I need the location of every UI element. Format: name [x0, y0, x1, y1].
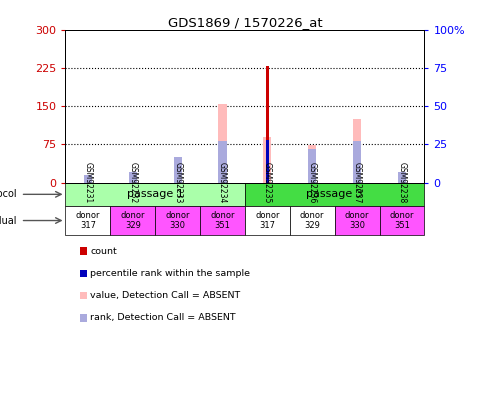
Bar — [65, 183, 244, 206]
Text: passage 1: passage 1 — [126, 189, 183, 199]
Text: GSM92238: GSM92238 — [396, 162, 406, 203]
Bar — [265, 140, 269, 183]
Bar — [334, 206, 378, 235]
Text: donor
351: donor 351 — [210, 211, 234, 230]
Text: value, Detection Call = ABSENT: value, Detection Call = ABSENT — [90, 291, 240, 300]
Text: GSM92233: GSM92233 — [173, 162, 182, 203]
Bar — [84, 175, 92, 183]
Text: GSM92236: GSM92236 — [307, 162, 316, 203]
Text: percentile rank within the sample: percentile rank within the sample — [90, 269, 250, 278]
Bar — [378, 206, 424, 235]
Text: passage 3: passage 3 — [305, 189, 363, 199]
Text: donor
351: donor 351 — [389, 211, 413, 230]
Bar — [244, 183, 424, 206]
Bar — [352, 119, 361, 183]
Text: count: count — [90, 247, 117, 256]
Bar — [265, 66, 269, 183]
Bar — [200, 206, 244, 235]
Text: GSM92234: GSM92234 — [217, 162, 227, 203]
Bar — [110, 206, 155, 235]
Text: growth protocol: growth protocol — [0, 189, 16, 199]
Bar — [218, 141, 226, 183]
Text: donor
330: donor 330 — [344, 211, 369, 230]
Title: GDS1869 / 1570226_at: GDS1869 / 1570226_at — [167, 16, 321, 29]
Bar — [244, 206, 289, 235]
Text: GSM92232: GSM92232 — [128, 162, 137, 203]
Text: donor
329: donor 329 — [120, 211, 145, 230]
Text: donor
329: donor 329 — [299, 211, 324, 230]
Bar — [263, 137, 271, 183]
Text: GSM92237: GSM92237 — [352, 162, 361, 203]
Bar — [218, 104, 226, 183]
Text: GSM92231: GSM92231 — [83, 162, 92, 203]
Bar — [173, 165, 182, 183]
Text: donor
317: donor 317 — [255, 211, 279, 230]
Bar — [155, 206, 200, 235]
Bar — [173, 157, 182, 183]
Bar — [128, 176, 136, 183]
Bar — [307, 145, 316, 183]
Text: individual: individual — [0, 215, 16, 226]
Text: rank, Detection Call = ABSENT: rank, Detection Call = ABSENT — [90, 313, 235, 322]
Bar — [307, 149, 316, 183]
Bar — [289, 206, 334, 235]
Bar — [397, 172, 405, 183]
Bar — [352, 141, 361, 183]
Text: donor
330: donor 330 — [165, 211, 190, 230]
Bar — [84, 181, 92, 183]
Bar — [65, 206, 110, 235]
Text: donor
317: donor 317 — [76, 211, 100, 230]
Text: GSM92235: GSM92235 — [262, 162, 272, 203]
Bar — [128, 172, 136, 183]
